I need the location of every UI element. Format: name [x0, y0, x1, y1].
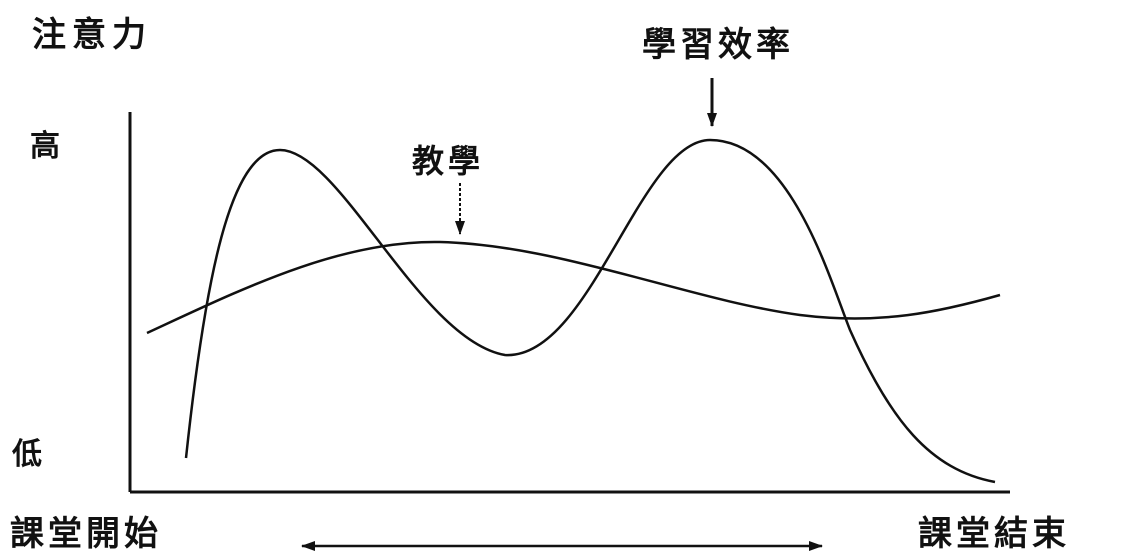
teaching-curve	[146, 240, 1001, 335]
class-end-label: 課堂結束	[918, 514, 1070, 554]
y-axis-label: 注意力	[32, 15, 152, 55]
learning-efficiency-curve	[184, 138, 996, 484]
learning-effect-annotation: 學習效率	[642, 25, 794, 65]
high-label: 高	[30, 129, 60, 164]
class-start-label: 課堂開始	[10, 514, 162, 554]
low-label: 低	[12, 437, 42, 472]
teaching-annotation: 教學	[412, 142, 485, 180]
